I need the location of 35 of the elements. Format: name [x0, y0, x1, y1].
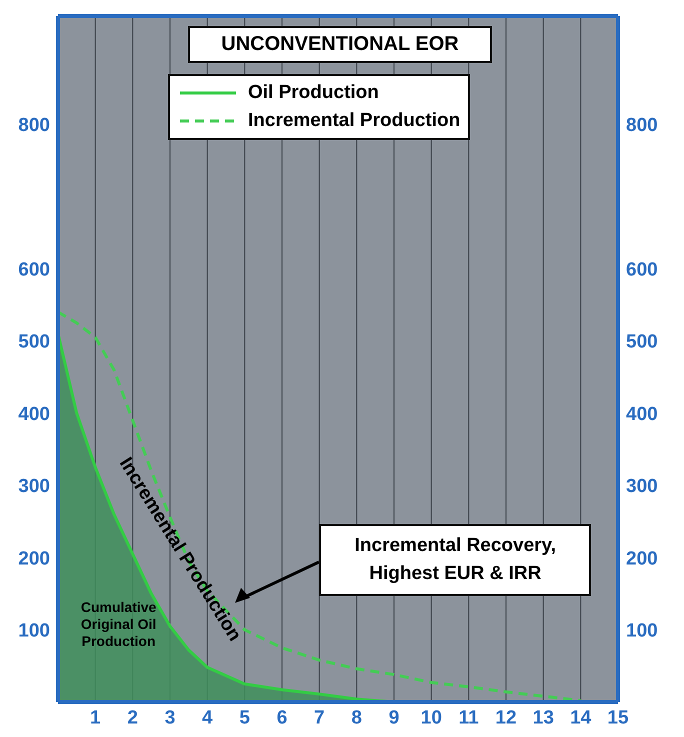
- y-tick-label: 200: [18, 548, 50, 570]
- y2-tick-label: 100: [626, 620, 658, 642]
- x-tick-label: 12: [495, 707, 517, 728]
- y2-tick-label: 500: [626, 332, 658, 353]
- x-tick-label: 7: [314, 707, 325, 728]
- y-tick-label: 600: [18, 259, 50, 280]
- y-tick-label: 100: [18, 620, 50, 642]
- x-tick-label: 11: [458, 707, 480, 728]
- y-tick-label: 300: [18, 476, 50, 498]
- y2-tick-label: 600: [626, 259, 658, 280]
- callout-box: Incremental Recovery, Highest EUR & IRR: [319, 524, 592, 596]
- line-series: [58, 310, 582, 702]
- y2-tick-label: 200: [626, 548, 658, 570]
- x-tick-label: 14: [570, 707, 592, 728]
- x-tick-label: 4: [202, 707, 214, 728]
- title-box: UNCONVENTIONAL EOR: [188, 26, 492, 63]
- legend-label: Incremental Production: [248, 109, 460, 133]
- x-tick-label: 9: [388, 707, 400, 728]
- y2-tick-label: 400: [626, 404, 658, 425]
- x-tick-label: 13: [532, 707, 554, 728]
- y2-tick-label: 800: [626, 115, 658, 136]
- x-tick-label: 3: [164, 707, 176, 728]
- y-tick-label: 500: [18, 332, 50, 353]
- x-tick-label: 5: [239, 707, 250, 728]
- x-tick-label: 15: [607, 707, 629, 728]
- y2-tick-label: 300: [626, 476, 658, 498]
- x-tick-label: 6: [276, 707, 288, 728]
- y-tick-label: 400: [18, 404, 50, 425]
- y-tick-label: 800: [18, 115, 50, 136]
- x-tick-label: 1: [90, 707, 102, 728]
- x-tick-label: 8: [351, 707, 362, 728]
- x-tick-label: 2: [127, 707, 138, 728]
- legend-label: Oil Production: [248, 81, 379, 105]
- x-tick-label: 10: [420, 707, 442, 728]
- annotation: Cumulative Original Oil Production: [80, 599, 158, 650]
